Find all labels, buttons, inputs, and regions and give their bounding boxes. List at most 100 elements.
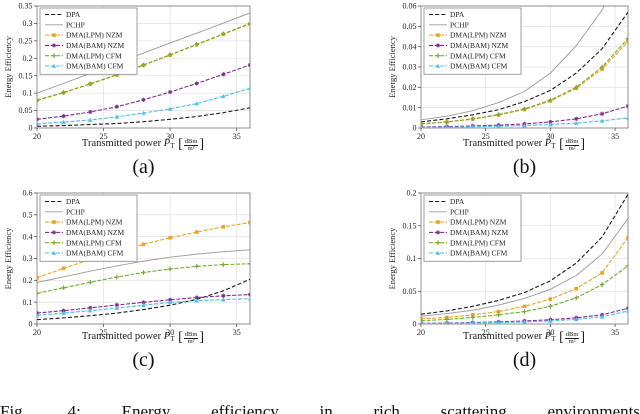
svg-text:DPA: DPA (450, 197, 465, 206)
svg-text:0.15: 0.15 (403, 221, 417, 230)
svg-text:DMA(LPM) NZM: DMA(LPM) NZM (66, 31, 123, 40)
x-axis-label-text: Transmitted power (81, 138, 162, 149)
x-axis-unit: dBm m² (564, 331, 580, 345)
svg-text:DMA(LPM) CFM: DMA(LPM) CFM (66, 51, 122, 60)
svg-text:DMA(LPM) CFM: DMA(LPM) CFM (450, 238, 506, 247)
bracket-open: [ (559, 330, 564, 345)
x-axis-label-d: Transmitted power PT [dBm m²] (421, 330, 628, 346)
svg-text:0.1: 0.1 (23, 298, 33, 307)
x-axis-symbol-sub: T (551, 335, 556, 343)
x-axis-unit: dBm m² (564, 138, 580, 152)
svg-text:30: 30 (166, 328, 174, 337)
bracket-close: ] (580, 137, 586, 152)
svg-text:DMA(LPM) NZM: DMA(LPM) NZM (66, 218, 123, 227)
svg-text:0.15: 0.15 (19, 71, 33, 80)
svg-text:30: 30 (166, 132, 174, 141)
subfigure-label-a: (a) (132, 156, 155, 178)
svg-text:DPA: DPA (66, 197, 81, 206)
svg-text:0.05: 0.05 (403, 287, 417, 296)
subfigure-label-b: (b) (512, 156, 537, 178)
svg-text:20: 20 (33, 132, 41, 141)
svg-text:0.3: 0.3 (23, 19, 33, 28)
svg-text:0.03: 0.03 (403, 63, 417, 72)
svg-text:0.35: 0.35 (19, 2, 33, 11)
x-axis-symbol-sub: T (551, 142, 556, 150)
bracket-open: [ (559, 137, 564, 152)
bracket-close: ] (199, 137, 205, 152)
svg-text:0.2: 0.2 (407, 189, 417, 198)
svg-text:DMA(LPM) CFM: DMA(LPM) CFM (66, 238, 122, 247)
svg-text:Energy Efficiency: Energy Efficiency (3, 35, 13, 98)
svg-text:DPA: DPA (450, 10, 465, 19)
x-axis-label-text: Transmitted power (81, 331, 162, 342)
x-axis-label-c: Transmitted power PT [dBm m²] (37, 330, 250, 346)
svg-text:0.2: 0.2 (23, 276, 33, 285)
svg-text:DMA(BAM) NZM: DMA(BAM) NZM (450, 228, 508, 237)
svg-text:0.1: 0.1 (23, 89, 33, 98)
svg-text:30: 30 (546, 328, 554, 337)
svg-text:25: 25 (100, 328, 108, 337)
subfigure-label-d: (d) (512, 349, 537, 371)
subplot-c-chart: 20 25 30 35 0 0.1 0.2 0.3 0.4 0.5 0.6 Energy Effici… (3, 189, 251, 337)
bracket-close: ] (199, 330, 205, 345)
x-axis-unit: dBm m² (183, 138, 199, 152)
svg-text:0.05: 0.05 (19, 106, 33, 115)
x-axis-symbol-sub: T (170, 335, 175, 343)
svg-text:DPA: DPA (66, 10, 81, 19)
svg-text:25: 25 (482, 132, 490, 141)
svg-text:35: 35 (233, 132, 241, 141)
svg-text:PCHP: PCHP (450, 20, 469, 29)
svg-text:DMA(LPM) NZM: DMA(LPM) NZM (450, 218, 507, 227)
x-axis-symbol: P (544, 331, 552, 342)
x-axis-symbol: P (163, 138, 171, 149)
svg-text:0: 0 (29, 124, 33, 133)
svg-text:Energy Efficiency: Energy Efficiency (387, 227, 397, 290)
x-axis-label-b: Transmitted power PT [dBm m²] (421, 137, 628, 153)
x-axis-unit: dBm m² (183, 331, 199, 345)
svg-text:25: 25 (100, 132, 108, 141)
x-axis-label-text: Transmitted power (462, 331, 543, 342)
x-axis-symbol-sub: T (170, 142, 175, 150)
x-axis-symbol: P (163, 331, 171, 342)
subplot-d-chart: 20 25 30 35 0 0.05 0.1 0.15 0.2 Energy Efficiency… (387, 189, 629, 337)
svg-text:DMA(BAM) NZM: DMA(BAM) NZM (66, 41, 124, 50)
svg-text:0.04: 0.04 (403, 42, 417, 51)
svg-text:Energy Efficiency: Energy Efficiency (387, 35, 397, 98)
bracket-open: [ (178, 330, 183, 345)
svg-text:35: 35 (233, 328, 241, 337)
svg-text:PCHP: PCHP (66, 207, 85, 216)
svg-text:0.05: 0.05 (403, 22, 417, 31)
svg-text:0.5: 0.5 (23, 210, 33, 219)
svg-text:DMA(BAM) CFM: DMA(BAM) CFM (450, 62, 508, 71)
svg-text:DMA(BAM) CFM: DMA(BAM) CFM (66, 249, 124, 258)
bracket-open: [ (178, 137, 183, 152)
svg-text:DMA(BAM) NZM: DMA(BAM) NZM (66, 228, 124, 237)
svg-text:0: 0 (413, 320, 417, 329)
svg-text:25: 25 (482, 328, 490, 337)
svg-text:0.1: 0.1 (407, 254, 417, 263)
x-axis-label-a: Transmitted power PT [dBm m²] (37, 137, 250, 153)
figure-caption: Fig. 4: Energy efficiency in rich scatte… (0, 402, 640, 414)
x-axis-label-text: Transmitted power (462, 138, 543, 149)
svg-text:PCHP: PCHP (66, 20, 85, 29)
svg-text:DMA(BAM) NZM: DMA(BAM) NZM (450, 41, 508, 50)
svg-text:DMA(LPM) NZM: DMA(LPM) NZM (450, 31, 507, 40)
svg-text:20: 20 (33, 328, 41, 337)
svg-text:0.2: 0.2 (23, 54, 33, 63)
svg-text:20: 20 (417, 132, 425, 141)
svg-text:0: 0 (413, 124, 417, 133)
subplot-a-chart: 20 25 30 35 0 0.05 0.1 0.15 0.2 0.25 0.3 0.35 Energy… (3, 2, 251, 141)
svg-text:DMA(BAM) CFM: DMA(BAM) CFM (66, 62, 124, 71)
svg-text:20: 20 (417, 328, 425, 337)
svg-text:0.3: 0.3 (23, 254, 33, 263)
svg-text:0.4: 0.4 (23, 232, 33, 241)
svg-text:0.02: 0.02 (403, 83, 417, 92)
svg-text:PCHP: PCHP (450, 207, 469, 216)
svg-text:0.06: 0.06 (403, 2, 417, 11)
svg-text:0.01: 0.01 (403, 103, 417, 112)
